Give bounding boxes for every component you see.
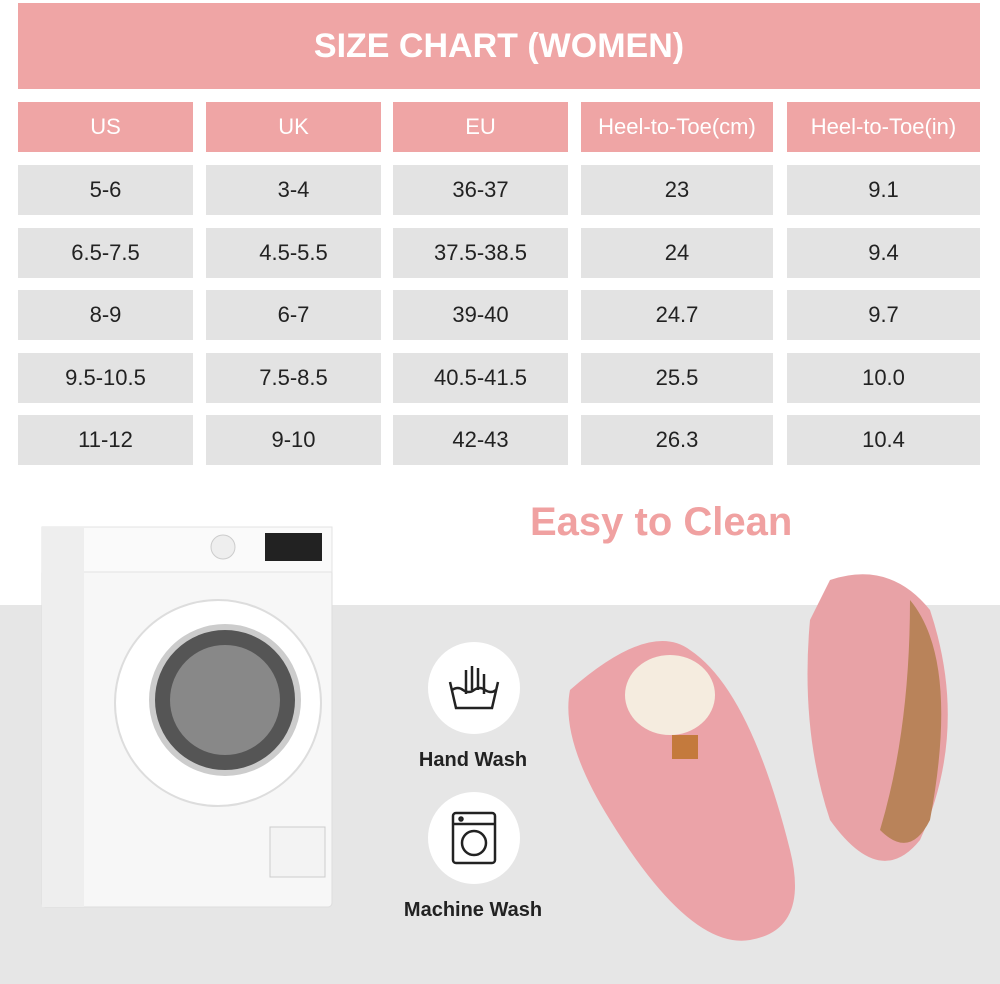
table-cell: 7.5-8.5 bbox=[206, 353, 381, 403]
table-cell: 4.5-5.5 bbox=[206, 228, 381, 278]
table-cell: 23 bbox=[581, 165, 773, 215]
table-cell: 36-37 bbox=[393, 165, 568, 215]
table-cell: 24.7 bbox=[581, 290, 773, 340]
table-cell: 6.5-7.5 bbox=[18, 228, 193, 278]
table-cell: 10.0 bbox=[787, 353, 980, 403]
easy-to-clean-heading: Easy to Clean bbox=[530, 500, 793, 544]
hand-wash-icon bbox=[448, 666, 500, 710]
table-cell: 10.4 bbox=[787, 415, 980, 465]
washing-machine-image bbox=[41, 526, 333, 908]
table-cell: 40.5-41.5 bbox=[393, 353, 568, 403]
table-cell: 24 bbox=[581, 228, 773, 278]
hand-wash-badge bbox=[428, 642, 520, 734]
table-cell: 3-4 bbox=[206, 165, 381, 215]
table-cell: 5-6 bbox=[18, 165, 193, 215]
table-cell: 9-10 bbox=[206, 415, 381, 465]
table-cell: 37.5-38.5 bbox=[393, 228, 568, 278]
slippers-image bbox=[568, 574, 948, 941]
column-header: UK bbox=[206, 102, 381, 152]
table-cell: 9.1 bbox=[787, 165, 980, 215]
table-cell: 26.3 bbox=[581, 415, 773, 465]
table-cell: 9.7 bbox=[787, 290, 980, 340]
table-cell: 11-12 bbox=[18, 415, 193, 465]
column-header: US bbox=[18, 102, 193, 152]
table-cell: 9.4 bbox=[787, 228, 980, 278]
table-cell: 9.5-10.5 bbox=[18, 353, 193, 403]
table-cell: 39-40 bbox=[393, 290, 568, 340]
chart-title: SIZE CHART (WOMEN) bbox=[18, 3, 980, 89]
table-cell: 8-9 bbox=[18, 290, 193, 340]
machine-wash-badge bbox=[428, 792, 520, 884]
machine-wash-label: Machine Wash bbox=[403, 899, 543, 921]
column-header: EU bbox=[393, 102, 568, 152]
table-cell: 25.5 bbox=[581, 353, 773, 403]
column-header: Heel-to-Toe(in) bbox=[787, 102, 980, 152]
table-cell: 6-7 bbox=[206, 290, 381, 340]
hand-wash-label: Hand Wash bbox=[418, 749, 528, 771]
table-cell: 42-43 bbox=[393, 415, 568, 465]
machine-wash-icon bbox=[451, 811, 497, 865]
column-header: Heel-to-Toe(cm) bbox=[581, 102, 773, 152]
